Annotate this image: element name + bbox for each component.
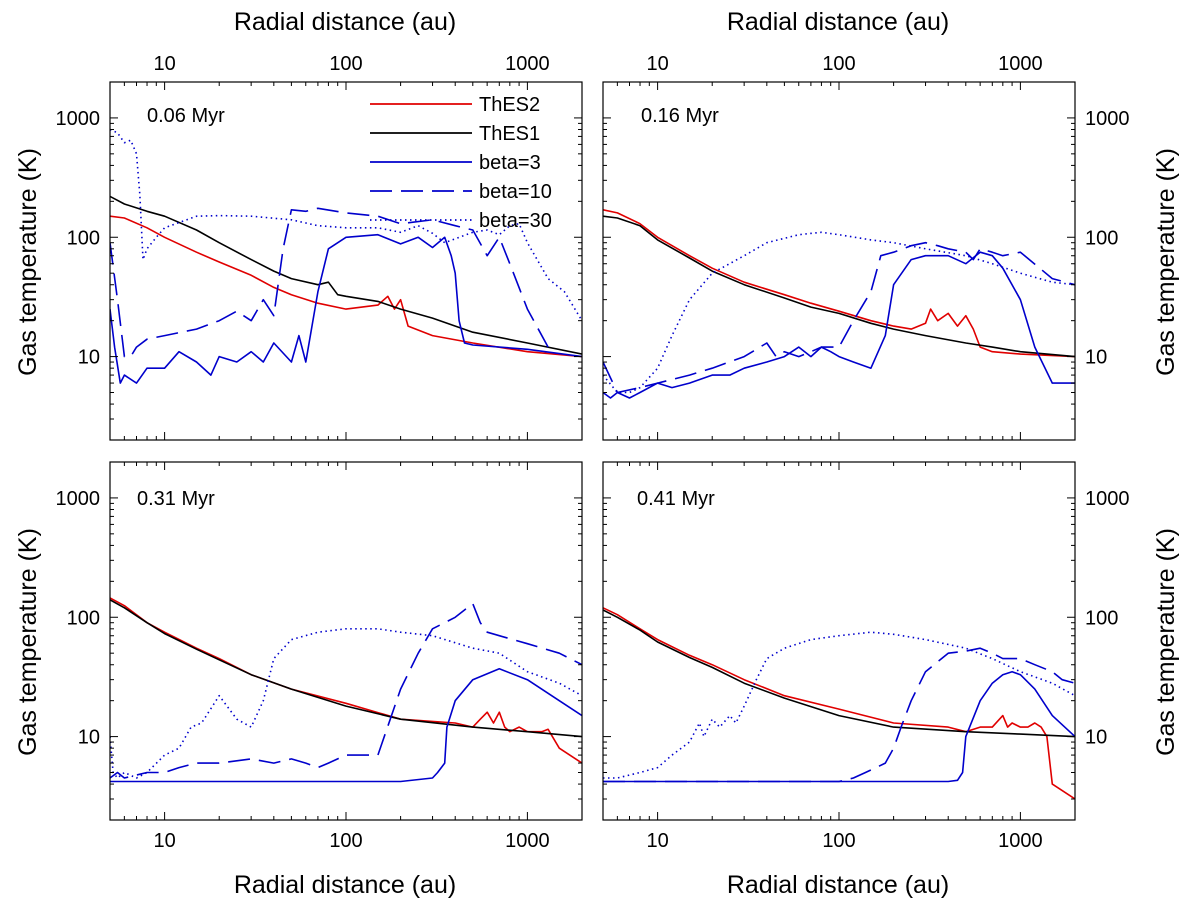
series-thes2 [110, 215, 582, 358]
series-beta-30 [110, 627, 582, 779]
series-beta-30 [110, 128, 582, 322]
legend-label: ThES2 [479, 94, 540, 116]
series-group [603, 209, 1075, 399]
series-beta-10 [603, 241, 1075, 394]
y-tick-label: 1000 [1085, 488, 1130, 510]
series-beta-3 [603, 670, 1075, 783]
x-tick-label: 100 [822, 830, 855, 852]
panel-4: 10 100 1000 10 100 1000 0.41 Myr [602, 461, 1130, 852]
top-x-axis-title-left: Radial distance (au) [234, 8, 456, 36]
panel-2: 10 100 1000 10 100 1000 0.16 Myr [602, 53, 1130, 441]
series-beta-30 [603, 231, 1075, 394]
series-beta-10 [110, 602, 582, 779]
series-beta-30 [603, 631, 1075, 779]
x-tick-label: 10 [646, 830, 668, 852]
x-tick-label: 1000 [998, 830, 1043, 852]
panel-time-label: 0.16 Myr [641, 105, 719, 127]
x-tick-label: 100 [329, 830, 362, 852]
x-tick-label: 1000 [505, 830, 550, 852]
series-thes1 [603, 215, 1075, 358]
legend-label: beta=10 [479, 181, 552, 203]
x-tick-label: 100 [822, 53, 855, 75]
chart-panels: 10 100 1000 10 100 1000 0.06 Myr ThES2 ThES1 beta… [56, 53, 1130, 852]
y-tick-label: 10 [1085, 727, 1107, 749]
legend: ThES2 ThES1 beta=3 beta=10 beta=30 [370, 94, 552, 232]
panel-time-label: 0.41 Myr [637, 488, 715, 510]
x-tick-label: 1000 [998, 53, 1043, 75]
y-tick-label: 10 [1085, 347, 1107, 369]
series-group [110, 597, 582, 783]
y-tick-label: 100 [1085, 227, 1118, 249]
y-axis-title-top-right: Gas temperature (K) [1152, 148, 1180, 376]
x-tick-label: 1000 [505, 53, 550, 75]
series-beta-3 [110, 667, 582, 783]
plot-frame [602, 81, 1076, 441]
y-axis-title-bottom-left: Gas temperature (K) [14, 528, 42, 756]
series-beta-3 [603, 251, 1075, 399]
legend-label: beta=30 [479, 210, 552, 232]
x-tick-label: 10 [646, 53, 668, 75]
series-group [110, 128, 582, 384]
panel-3: 10 100 1000 10 100 1000 0.31 Myr [56, 461, 583, 852]
series-thes1 [603, 609, 1075, 738]
series-thes2 [110, 597, 582, 764]
y-tick-label: 1000 [56, 488, 101, 510]
panel-time-label: 0.31 Myr [137, 488, 215, 510]
series-beta-10 [110, 207, 549, 358]
panel-time-label: 0.06 Myr [147, 105, 225, 127]
top-x-axis-title-right: Radial distance (au) [727, 8, 949, 36]
series-thes1 [110, 599, 582, 738]
y-tick-label: 1000 [56, 108, 101, 130]
y-tick-label: 100 [1085, 607, 1118, 629]
x-tick-label: 10 [153, 53, 175, 75]
panel-1: 10 100 1000 10 100 1000 0.06 Myr ThES2 ThES1 beta… [56, 53, 583, 441]
plot-frame [602, 461, 1076, 821]
y-tick-label: 100 [67, 607, 100, 629]
y-axis-title-top-left: Gas temperature (K) [14, 148, 42, 376]
y-tick-label: 1000 [1085, 108, 1130, 130]
series-thes1 [110, 195, 582, 355]
x-tick-label: 100 [329, 53, 362, 75]
legend-label: beta=3 [479, 152, 541, 174]
series-beta-10 [603, 647, 1075, 783]
series-thes2 [603, 209, 1075, 358]
series-group [603, 607, 1075, 800]
y-tick-label: 100 [67, 227, 100, 249]
bottom-x-axis-title-right: Radial distance (au) [727, 871, 949, 899]
bottom-x-axis-title-left: Radial distance (au) [234, 871, 456, 899]
legend-label: ThES1 [479, 123, 540, 145]
series-beta-3 [110, 233, 582, 384]
y-tick-label: 10 [78, 727, 100, 749]
series-thes2 [603, 607, 1075, 800]
y-tick-label: 10 [78, 347, 100, 369]
x-tick-label: 10 [153, 830, 175, 852]
y-axis-title-bottom-right: Gas temperature (K) [1152, 528, 1180, 756]
